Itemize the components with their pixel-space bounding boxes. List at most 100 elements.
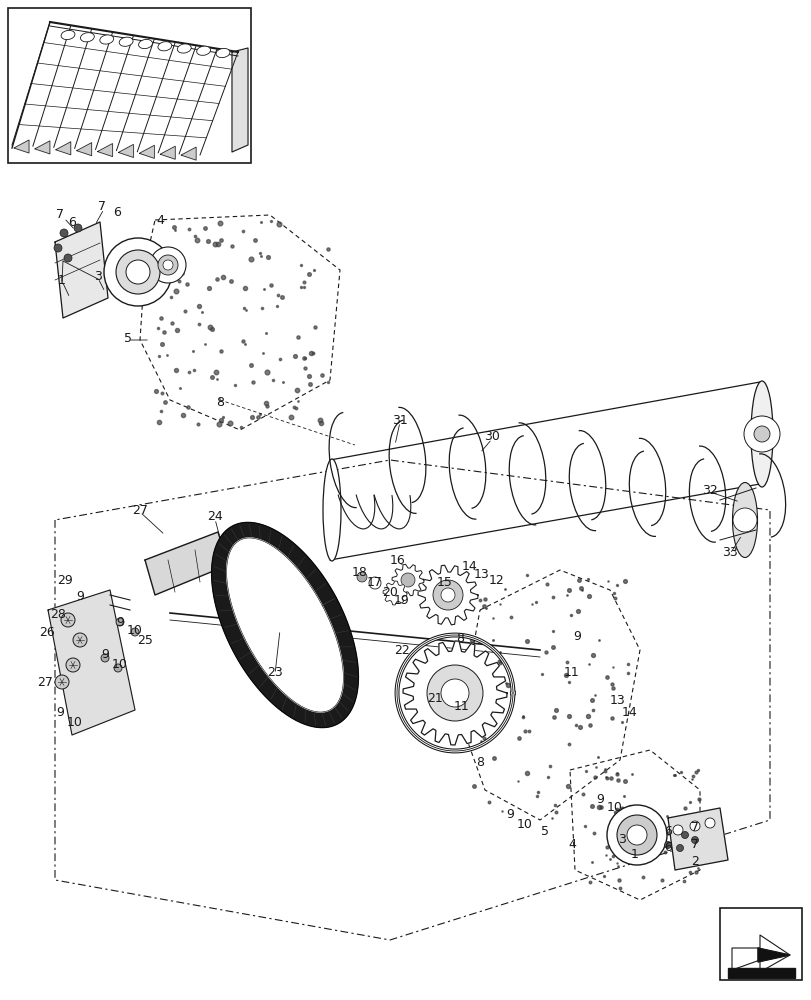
Text: 11: 11 xyxy=(453,700,470,712)
Text: 8: 8 xyxy=(475,756,483,768)
Circle shape xyxy=(64,254,72,262)
Text: 14: 14 xyxy=(621,706,637,718)
Ellipse shape xyxy=(100,35,114,44)
Polygon shape xyxy=(160,146,175,159)
Polygon shape xyxy=(667,808,727,870)
Text: 7: 7 xyxy=(690,838,698,851)
Circle shape xyxy=(689,821,699,831)
Text: 6: 6 xyxy=(113,207,121,220)
Polygon shape xyxy=(731,935,789,972)
Polygon shape xyxy=(145,532,228,595)
Text: 21: 21 xyxy=(427,692,442,704)
Text: 7: 7 xyxy=(98,200,106,213)
Text: 7: 7 xyxy=(56,209,64,222)
Circle shape xyxy=(732,508,756,532)
Polygon shape xyxy=(139,145,154,158)
Circle shape xyxy=(116,618,124,626)
Circle shape xyxy=(114,664,122,672)
Circle shape xyxy=(663,841,671,848)
Ellipse shape xyxy=(61,30,75,40)
Ellipse shape xyxy=(177,44,191,53)
Circle shape xyxy=(74,224,82,232)
Text: 1: 1 xyxy=(58,273,66,286)
Text: 3: 3 xyxy=(94,269,102,282)
Text: 2: 2 xyxy=(690,855,698,868)
Text: 7: 7 xyxy=(690,821,698,834)
Circle shape xyxy=(704,818,714,828)
Circle shape xyxy=(368,577,380,589)
Circle shape xyxy=(158,255,178,275)
Circle shape xyxy=(60,229,68,237)
Ellipse shape xyxy=(750,381,772,487)
Polygon shape xyxy=(392,564,423,596)
Ellipse shape xyxy=(119,37,133,46)
Polygon shape xyxy=(14,140,29,153)
Ellipse shape xyxy=(732,483,757,558)
Circle shape xyxy=(54,244,62,252)
Circle shape xyxy=(116,250,160,294)
Text: 1: 1 xyxy=(630,848,638,861)
Text: 32: 32 xyxy=(702,484,717,496)
Text: 33: 33 xyxy=(721,546,737,558)
Text: 9: 9 xyxy=(573,630,580,643)
Circle shape xyxy=(61,613,75,627)
Text: 29: 29 xyxy=(57,574,73,586)
Polygon shape xyxy=(55,222,108,318)
Text: 31: 31 xyxy=(392,414,407,426)
Text: 10: 10 xyxy=(607,801,622,814)
Text: 10: 10 xyxy=(517,818,532,831)
Circle shape xyxy=(357,572,367,582)
Text: 30: 30 xyxy=(483,430,500,444)
Circle shape xyxy=(163,260,173,270)
Circle shape xyxy=(104,238,172,306)
Text: 9: 9 xyxy=(505,808,513,821)
Bar xyxy=(8,8,251,163)
Text: 13: 13 xyxy=(609,694,625,706)
Circle shape xyxy=(680,831,688,838)
Ellipse shape xyxy=(323,459,341,561)
Polygon shape xyxy=(383,581,406,605)
Circle shape xyxy=(55,675,69,689)
Text: 27: 27 xyxy=(132,504,148,516)
Polygon shape xyxy=(727,968,794,978)
Text: 10: 10 xyxy=(112,658,128,672)
Polygon shape xyxy=(757,948,789,962)
Circle shape xyxy=(101,654,109,662)
Circle shape xyxy=(607,805,666,865)
Text: 9: 9 xyxy=(116,615,124,629)
Text: 8: 8 xyxy=(216,395,224,408)
Text: 8: 8 xyxy=(456,632,463,645)
Text: 20: 20 xyxy=(382,585,397,598)
Text: 26: 26 xyxy=(39,626,55,639)
Text: 28: 28 xyxy=(50,607,66,620)
Circle shape xyxy=(66,658,80,672)
Text: 17: 17 xyxy=(367,576,383,588)
Circle shape xyxy=(691,836,697,843)
Circle shape xyxy=(440,588,454,602)
Polygon shape xyxy=(418,565,478,625)
Text: 6: 6 xyxy=(663,841,672,854)
Text: 23: 23 xyxy=(267,666,282,678)
Text: 9: 9 xyxy=(76,590,84,603)
Circle shape xyxy=(743,416,779,452)
Text: 10: 10 xyxy=(67,716,83,728)
Ellipse shape xyxy=(196,46,210,55)
Text: 4: 4 xyxy=(568,838,575,851)
Text: 11: 11 xyxy=(564,666,579,678)
Text: 25: 25 xyxy=(137,634,152,647)
Text: 6: 6 xyxy=(68,217,76,230)
Circle shape xyxy=(672,825,682,835)
Ellipse shape xyxy=(216,48,230,58)
Text: 14: 14 xyxy=(461,560,478,574)
Circle shape xyxy=(676,844,683,851)
Text: 6: 6 xyxy=(663,825,672,838)
Text: 5: 5 xyxy=(540,825,548,838)
Text: 24: 24 xyxy=(207,510,222,524)
Ellipse shape xyxy=(139,39,152,49)
Text: 27: 27 xyxy=(37,676,53,688)
Circle shape xyxy=(432,580,462,610)
Polygon shape xyxy=(76,143,92,156)
Polygon shape xyxy=(181,147,196,160)
Polygon shape xyxy=(48,590,135,735)
Circle shape xyxy=(753,426,769,442)
